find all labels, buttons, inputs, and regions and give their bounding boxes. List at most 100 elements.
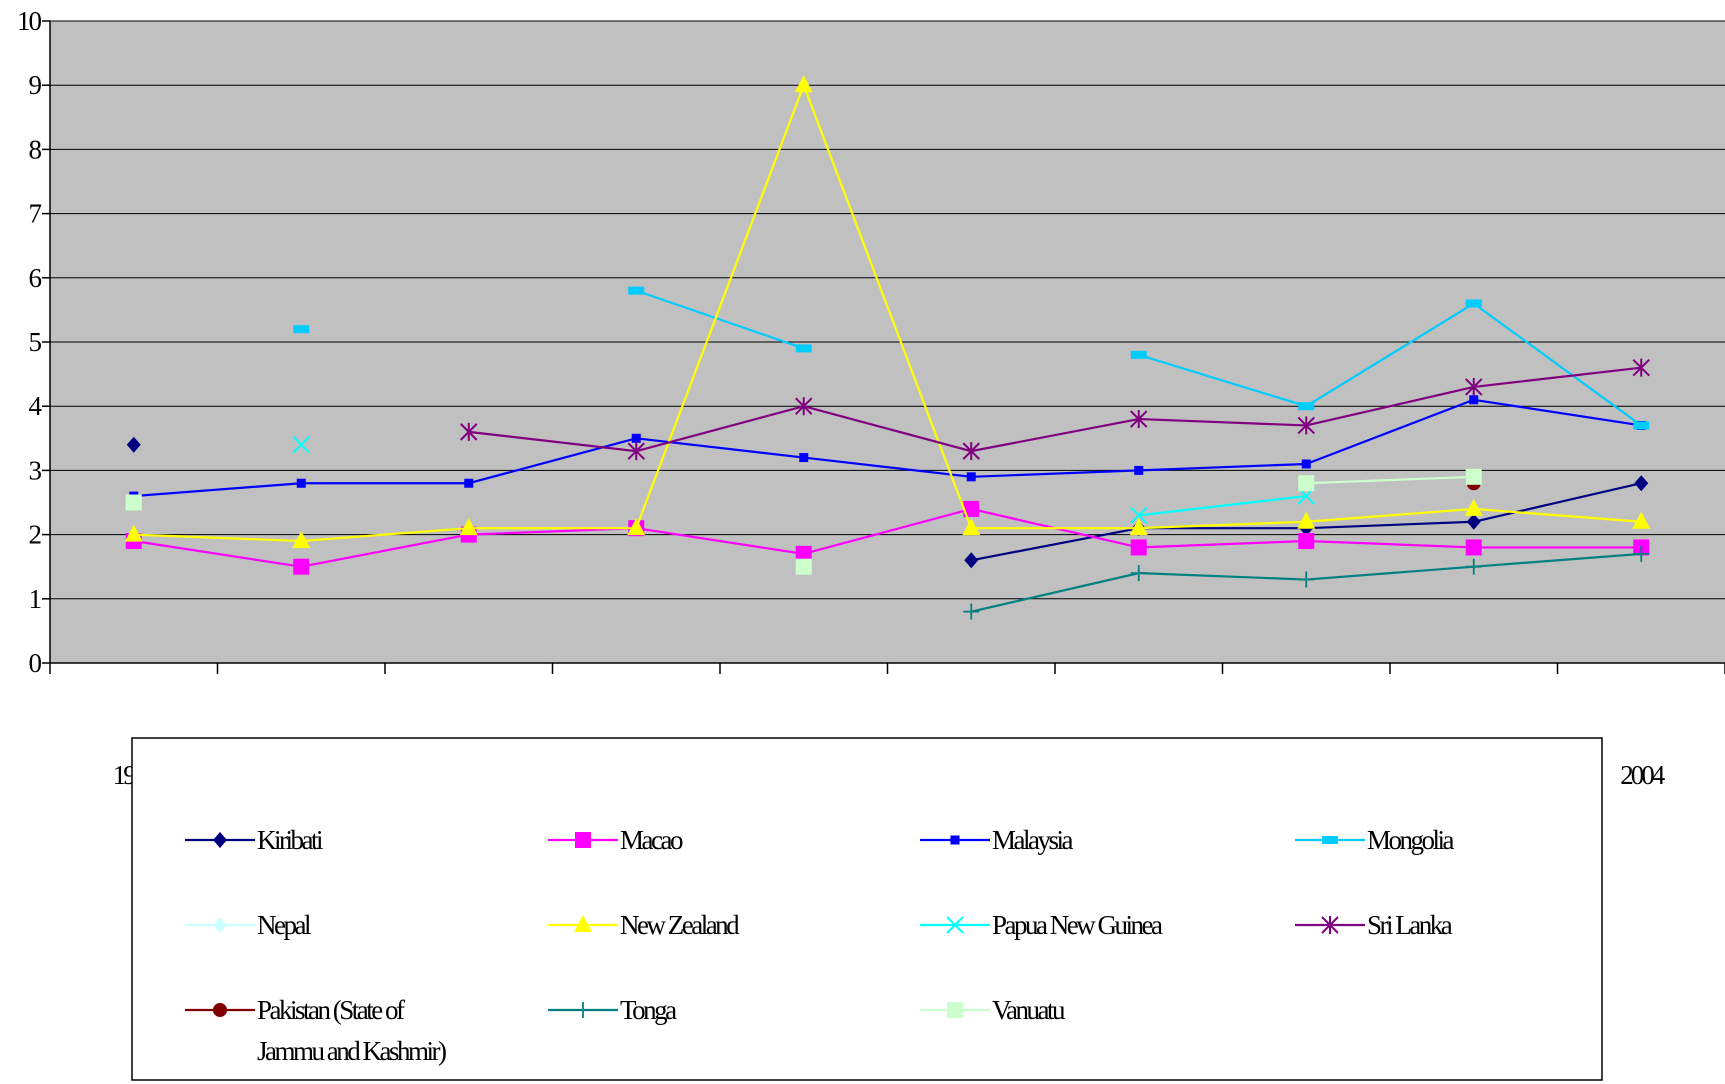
legend-item: Malaysia <box>920 825 1076 855</box>
series-malaysia <box>129 395 1646 501</box>
data-point <box>795 397 813 416</box>
data-point <box>1298 475 1315 492</box>
series-line-segment <box>635 289 805 350</box>
legend-item: Macao <box>548 825 685 855</box>
series-line-segment <box>1138 417 1307 427</box>
series-macao <box>125 500 1650 575</box>
data-point <box>293 325 310 334</box>
data-point <box>950 835 960 845</box>
data-point <box>795 344 812 353</box>
data-point <box>627 518 646 536</box>
legend-item: Vanuatu <box>920 995 1068 1025</box>
series-layer <box>124 75 1651 620</box>
data-point <box>213 917 227 933</box>
data-point <box>1297 511 1316 529</box>
legend-label: Nepal <box>257 910 311 940</box>
legend-label: Mongolia <box>1367 825 1455 855</box>
data-point <box>1469 395 1479 405</box>
legend-label: Papua New Guinea <box>992 910 1163 940</box>
series-line-segment <box>1473 398 1642 427</box>
series-line-segment <box>1473 507 1642 523</box>
data-point <box>947 1002 963 1018</box>
legend-item: Nepal <box>185 910 313 940</box>
data-point <box>1298 571 1315 588</box>
data-point <box>1465 377 1483 396</box>
legend-item: Sri Lanka <box>1295 910 1455 940</box>
series-line-segment <box>803 405 972 453</box>
series-line-segment <box>636 527 804 555</box>
data-point <box>1632 358 1650 377</box>
legend: Kiribati Macao Malaysia Mongolia Nepal New Ze… <box>185 825 1457 1066</box>
data-point <box>1297 416 1315 435</box>
legend-label: Jammu and Kashmir) <box>257 1036 446 1066</box>
data-point <box>1130 350 1147 359</box>
data-point <box>1301 459 1311 469</box>
data-point <box>124 524 143 542</box>
data-point <box>795 558 812 575</box>
data-point <box>293 558 310 575</box>
data-point <box>1634 475 1649 492</box>
data-point <box>459 518 478 536</box>
data-point <box>962 442 980 461</box>
data-point <box>292 436 310 454</box>
data-point <box>1134 465 1144 475</box>
series-line-segment <box>971 469 1139 478</box>
data-point <box>460 422 478 441</box>
series-line-segment <box>133 539 302 568</box>
data-point <box>292 531 311 549</box>
series-line-segment <box>133 533 302 543</box>
data-point <box>963 603 980 620</box>
data-point <box>964 552 979 569</box>
data-point <box>962 518 981 536</box>
data-point <box>1130 539 1147 556</box>
series-line-segment <box>1306 475 1474 485</box>
series-line-segment <box>1305 398 1475 466</box>
series-line-segment <box>468 437 637 485</box>
data-point <box>627 442 645 461</box>
series-line-segment <box>468 430 637 453</box>
series-line-segment <box>635 84 805 529</box>
data-point <box>213 832 227 848</box>
series-line-segment <box>1138 462 1307 472</box>
legend-item: Papua New Guinea <box>920 910 1165 940</box>
data-point <box>795 545 812 562</box>
data-point <box>1130 565 1147 582</box>
legend-label: Vanuatu <box>992 995 1066 1025</box>
data-point <box>946 916 964 934</box>
data-point <box>1130 410 1148 429</box>
series-line-segment <box>1473 302 1642 427</box>
series-line-segment <box>803 507 972 555</box>
data-point <box>213 1003 227 1017</box>
legend-label: Sri Lanka <box>1367 910 1453 940</box>
data-point <box>1633 545 1650 562</box>
data-point <box>574 915 592 932</box>
legend-item: Kiribati <box>185 825 325 855</box>
data-point <box>631 433 641 443</box>
series-line-segment <box>1138 539 1307 549</box>
y-tick-label: 8 <box>29 134 42 164</box>
series-line-segment <box>1306 520 1474 530</box>
legend-box <box>131 737 1603 1081</box>
series-line-segment <box>636 437 804 459</box>
series-new-zealand <box>124 75 1651 549</box>
legend-label: New Zealand <box>620 910 740 940</box>
y-tick-label: 4 <box>29 391 43 421</box>
data-point <box>1633 421 1650 430</box>
data-point <box>1130 506 1148 525</box>
series-line-segment <box>1306 507 1474 523</box>
data-point <box>966 472 976 482</box>
series-line-segment <box>971 572 1139 613</box>
series-line-segment <box>1138 520 1307 530</box>
legend-label: Macao <box>620 825 683 855</box>
data-point <box>1465 299 1482 308</box>
data-point <box>1465 558 1482 575</box>
data-point <box>575 832 591 848</box>
data-point <box>1464 498 1483 516</box>
series-line-segment <box>1306 385 1474 427</box>
data-point <box>799 453 809 463</box>
data-point <box>296 478 306 488</box>
gridlines <box>50 20 1725 600</box>
series-mongolia <box>293 286 1650 430</box>
data-point <box>1298 402 1315 411</box>
y-tick-label: 3 <box>29 455 42 485</box>
